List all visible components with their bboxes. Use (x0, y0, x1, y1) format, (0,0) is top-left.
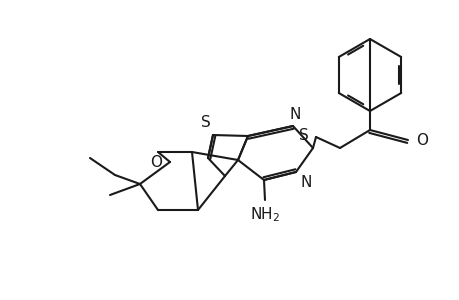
Text: S: S (201, 115, 211, 130)
Text: NH$_2$: NH$_2$ (249, 205, 280, 224)
Text: N: N (289, 107, 300, 122)
Text: O: O (415, 133, 427, 148)
Text: O: O (150, 154, 162, 169)
Text: N: N (300, 175, 312, 190)
Text: S: S (299, 128, 308, 142)
